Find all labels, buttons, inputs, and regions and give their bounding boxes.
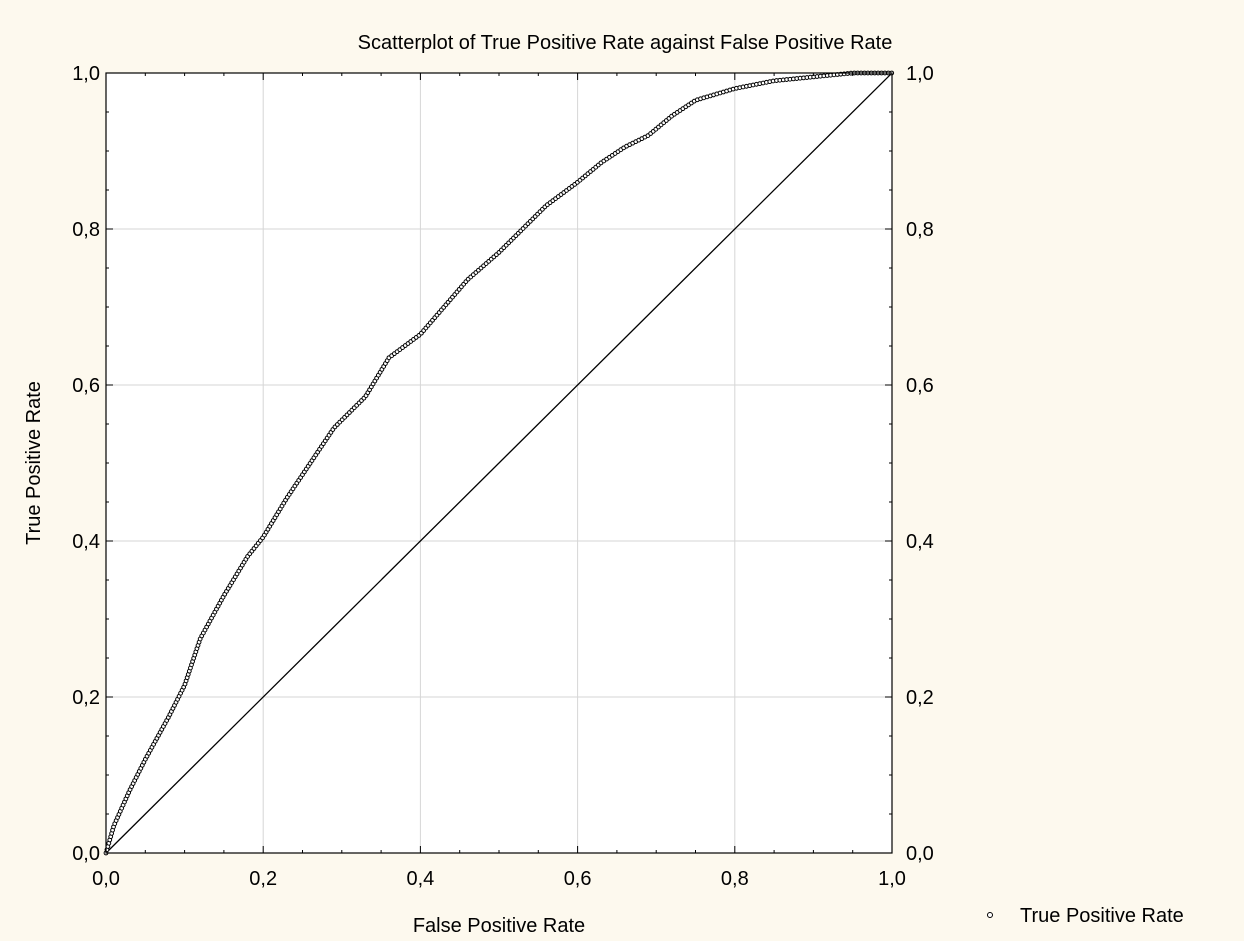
y-tick-label-right: 0,4 bbox=[906, 531, 934, 553]
tick-labels: 0,0 0,2 0,4 0,6 0,8 1,00,0 0,00,2 0,20,4 0,40,6 0… bbox=[72, 63, 934, 890]
x-tick-label: 0,8 bbox=[721, 868, 749, 890]
y-tick-label-right: 0,0 bbox=[906, 843, 934, 865]
y-tick-label: 0,2 bbox=[72, 687, 100, 709]
x-axis-label: False Positive Rate bbox=[413, 915, 585, 937]
reference-diagonal bbox=[105, 72, 893, 854]
y-axis-label: True Positive Rate bbox=[23, 381, 45, 545]
x-tick-label: 0,4 bbox=[406, 868, 434, 890]
y-tick-label-right: 1,0 bbox=[906, 63, 934, 85]
y-tick-label: 1,0 bbox=[72, 63, 100, 85]
chart-title: Scatterplot of True Positive Rate agains… bbox=[358, 32, 893, 54]
y-tick-label: 0,8 bbox=[72, 219, 100, 241]
x-tick-label: 0,6 bbox=[564, 868, 592, 890]
y-tick-label: 0,0 bbox=[72, 843, 100, 865]
ticks bbox=[105, 72, 893, 854]
grid bbox=[106, 73, 892, 853]
legend: True Positive Rate bbox=[987, 905, 1184, 927]
y-tick-label-right: 0,8 bbox=[906, 219, 934, 241]
x-tick-label: 1,0 bbox=[878, 868, 906, 890]
x-tick-label: 0,2 bbox=[249, 868, 277, 890]
y-tick-label-right: 0,6 bbox=[906, 375, 934, 397]
data-points bbox=[103, 70, 895, 856]
y-tick-label: 0,4 bbox=[72, 531, 100, 553]
y-tick-label: 0,6 bbox=[72, 375, 100, 397]
legend-marker bbox=[987, 912, 993, 918]
y-tick-label-right: 0,2 bbox=[906, 687, 934, 709]
x-tick-label: 0,0 bbox=[92, 868, 120, 890]
legend-label: True Positive Rate bbox=[1020, 905, 1184, 927]
